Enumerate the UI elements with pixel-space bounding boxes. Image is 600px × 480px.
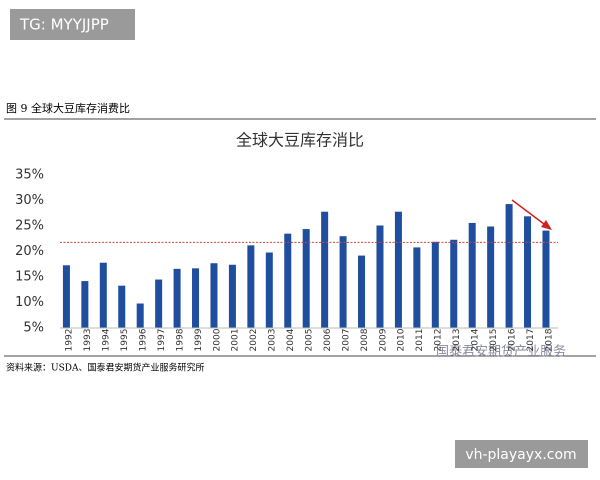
x-tick-label: 2004 <box>286 328 296 351</box>
bar <box>155 279 163 328</box>
bar <box>284 233 292 328</box>
bar <box>247 245 255 328</box>
x-tick-label: 2011 <box>415 329 425 352</box>
bar <box>81 281 89 328</box>
bar <box>376 225 384 328</box>
y-tick-label: 30% <box>15 193 44 208</box>
y-tick-label: 15% <box>15 270 44 285</box>
x-tick-label: 1997 <box>157 329 167 352</box>
x-tick-label: 2012 <box>434 329 444 352</box>
x-tick-label: 2007 <box>341 329 351 352</box>
bar <box>524 216 532 328</box>
bar <box>431 241 439 328</box>
figure-caption: 图 9 全球大豆库存消费比 <box>6 101 130 115</box>
bar <box>339 236 347 328</box>
x-tick-label: 2006 <box>323 328 333 351</box>
x-tick-label: 2010 <box>397 328 407 351</box>
bar <box>542 230 550 328</box>
x-tick-label: 2009 <box>378 328 388 351</box>
bar <box>394 211 402 328</box>
x-tick-label: 2008 <box>360 328 370 351</box>
x-tick-label: 2017 <box>526 329 536 352</box>
x-tick-label: 1996 <box>139 328 149 351</box>
trend-arrow <box>511 199 549 228</box>
bar <box>136 303 144 328</box>
y-tick-label: 5% <box>23 321 44 336</box>
watermark-top: TG: MYYJJPP <box>19 16 109 34</box>
bar <box>99 262 107 328</box>
bar <box>413 247 421 328</box>
x-tick-label: 2003 <box>268 329 278 352</box>
y-tick-label: 10% <box>15 295 44 310</box>
y-tick-label: 20% <box>15 244 44 259</box>
bar <box>265 252 273 328</box>
bar <box>118 285 126 328</box>
bar <box>321 211 329 328</box>
x-tick-label: 1994 <box>102 328 112 351</box>
bar <box>505 204 513 328</box>
x-tick-label: 1995 <box>120 329 130 352</box>
bar <box>173 268 181 328</box>
brand-watermark: 国泰君安期货产业服务 <box>436 344 566 360</box>
watermark-box <box>455 440 588 468</box>
x-tick-label: 2018 <box>544 328 554 351</box>
bar <box>450 239 458 328</box>
x-tick-label: 1998 <box>175 328 185 351</box>
x-tick-label: 2014 <box>471 328 481 351</box>
bar <box>358 255 366 328</box>
arrow-head <box>541 220 552 230</box>
bar <box>62 265 70 328</box>
chart-title: 全球大豆库存消比 <box>236 131 364 150</box>
source-note: 资料来源：USDA、国泰君安期货产业服务研究所 <box>6 362 204 374</box>
bar <box>210 263 218 328</box>
y-tick-label: 25% <box>15 219 44 234</box>
watermark-box <box>10 9 135 40</box>
x-tick-label: 2015 <box>489 329 499 352</box>
x-tick-label: 2002 <box>249 329 259 352</box>
y-tick-label: 35% <box>15 168 44 183</box>
x-tick-label: 2005 <box>305 329 315 352</box>
x-tick-label: 1999 <box>194 328 204 351</box>
x-tick-label: 2013 <box>452 329 462 352</box>
x-tick-label: 2000 <box>212 328 222 351</box>
bar <box>192 268 200 328</box>
bar <box>228 264 236 328</box>
x-tick-label: 1992 <box>65 329 75 352</box>
x-tick-label: 2016 <box>507 328 517 351</box>
bar <box>302 229 310 328</box>
bar <box>487 226 495 328</box>
watermark-bottom: vh-playayx.com <box>465 447 576 463</box>
bar <box>468 222 476 328</box>
plot: 5% 10% 15% 20% 25% 30% 35% 1992 1993 1994 1995 1996… <box>15 168 558 352</box>
x-tick-label: 1993 <box>83 329 93 352</box>
x-tick-label: 2001 <box>231 329 241 352</box>
